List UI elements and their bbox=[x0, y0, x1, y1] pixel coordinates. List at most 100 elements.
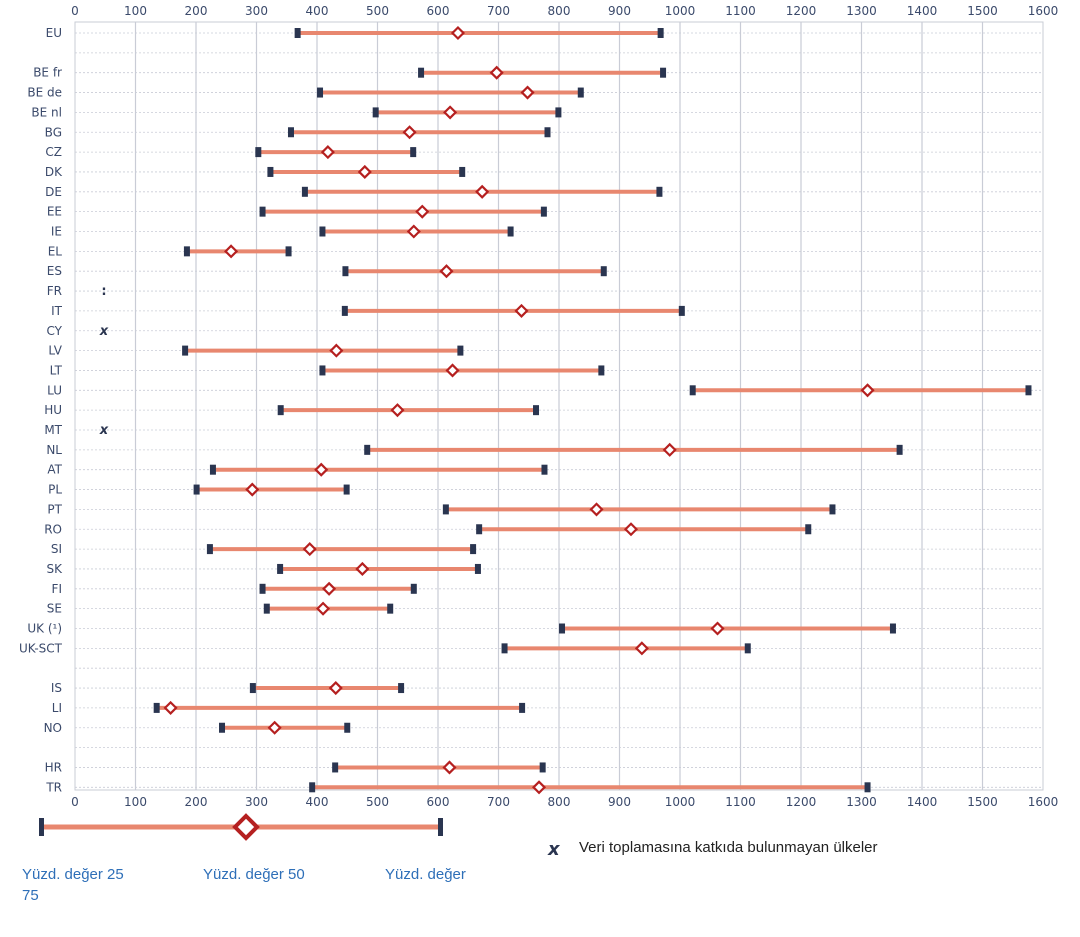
median-marker bbox=[450, 25, 466, 41]
p25-marker bbox=[193, 484, 200, 495]
p25-marker bbox=[255, 147, 262, 158]
category-label: BE nl bbox=[31, 105, 62, 119]
p75-marker bbox=[864, 782, 871, 793]
p25-marker bbox=[263, 603, 270, 614]
category-label: FR bbox=[47, 284, 62, 298]
tick-label: 1000 bbox=[665, 795, 696, 809]
bottom-axis: 0 100 200 300 400 500 600 700 800 900 1000 1100 1200… bbox=[71, 795, 1058, 809]
p25-marker bbox=[342, 266, 349, 277]
median-marker bbox=[514, 303, 529, 318]
p25-marker bbox=[277, 405, 284, 416]
p25-marker bbox=[183, 246, 190, 257]
median-marker bbox=[520, 85, 535, 100]
category-label: EE bbox=[47, 205, 62, 219]
category-label: EU bbox=[46, 26, 62, 40]
category-label: FI bbox=[52, 582, 62, 596]
median-marker bbox=[531, 780, 547, 795]
p75-marker bbox=[896, 444, 903, 455]
p75-marker bbox=[657, 28, 664, 38]
p75-marker bbox=[398, 683, 405, 694]
category-label: HR bbox=[45, 760, 62, 774]
tick-label: 1100 bbox=[725, 4, 756, 18]
tick-label: 1400 bbox=[907, 795, 938, 809]
median-marker bbox=[302, 542, 317, 557]
legend-p75-label: Yüzd. değer bbox=[385, 866, 466, 883]
legend-p75-label-cont: 75 bbox=[22, 887, 39, 904]
p75-marker bbox=[343, 484, 350, 495]
p25-marker bbox=[153, 702, 160, 713]
category-label: EL bbox=[48, 244, 63, 258]
median-marker bbox=[322, 581, 337, 596]
category-label: MT bbox=[44, 423, 62, 437]
p75-marker bbox=[474, 563, 481, 574]
category-label: PT bbox=[47, 502, 62, 516]
p25-marker bbox=[364, 444, 371, 455]
tick-label: 600 bbox=[427, 795, 450, 809]
no-data-mark: x bbox=[99, 423, 109, 438]
p25-marker bbox=[689, 385, 696, 396]
category-label: CZ bbox=[45, 145, 62, 159]
median-marker bbox=[328, 680, 343, 696]
median-marker bbox=[402, 125, 417, 140]
tick-label: 600 bbox=[427, 4, 450, 18]
median-marker bbox=[710, 621, 725, 636]
median-marker bbox=[634, 641, 649, 656]
median-marker bbox=[314, 462, 329, 477]
tick-label: 500 bbox=[366, 4, 389, 18]
no-data-mark: : bbox=[101, 284, 106, 299]
p25-marker bbox=[219, 722, 226, 733]
median-marker bbox=[357, 164, 372, 180]
p75-marker bbox=[889, 623, 896, 634]
p75-marker bbox=[678, 305, 685, 316]
tick-label: 700 bbox=[487, 795, 510, 809]
p75-marker bbox=[344, 722, 351, 733]
p25-marker bbox=[501, 643, 508, 654]
tick-label: 100 bbox=[124, 4, 147, 18]
top-axis: 0 100 200 300 400 500 600 700 800 900 1000 1100 1200… bbox=[71, 4, 1058, 18]
tick-label: 300 bbox=[245, 4, 268, 18]
category-label: HU bbox=[44, 403, 62, 417]
median-marker bbox=[439, 264, 454, 279]
p75-marker bbox=[410, 583, 417, 594]
category-labels: EU BE fr BE de BE nl BG CZ DK DE EE IE EL ES FR: IT CY… bbox=[19, 26, 109, 794]
median-marker bbox=[224, 244, 239, 259]
legend-median-marker bbox=[232, 813, 260, 841]
category-label: AT bbox=[47, 463, 62, 477]
category-label: NO bbox=[44, 721, 62, 735]
p75-marker bbox=[1025, 385, 1032, 396]
p75-marker bbox=[540, 206, 547, 217]
category-label: BE de bbox=[27, 86, 62, 100]
category-label: LU bbox=[47, 383, 62, 397]
p25-marker bbox=[287, 127, 294, 138]
p75-marker bbox=[660, 67, 667, 78]
p75-marker bbox=[470, 544, 477, 555]
category-label: PL bbox=[48, 483, 62, 497]
p25-marker bbox=[206, 544, 213, 555]
tick-label: 500 bbox=[366, 795, 389, 809]
median-marker bbox=[267, 720, 282, 735]
median-marker bbox=[245, 482, 260, 497]
category-label: SE bbox=[47, 602, 62, 616]
legend-sample bbox=[39, 813, 443, 841]
category-label: UK (¹) bbox=[27, 622, 62, 636]
category-label: BE fr bbox=[33, 66, 62, 80]
tick-label: 800 bbox=[548, 795, 571, 809]
p25-marker bbox=[277, 563, 284, 574]
tick-label: 200 bbox=[185, 4, 208, 18]
median-marker bbox=[320, 145, 335, 160]
legend-p25-label: Yüzd. değer 25 bbox=[22, 866, 124, 883]
p75-marker bbox=[577, 87, 584, 98]
p75-marker bbox=[539, 762, 546, 773]
p25-marker bbox=[442, 504, 449, 515]
p75-marker bbox=[656, 186, 663, 197]
tick-label: 1500 bbox=[967, 4, 998, 18]
median-marker bbox=[315, 601, 331, 616]
median-marker bbox=[406, 224, 421, 239]
median-marker bbox=[163, 700, 178, 715]
p25-marker bbox=[372, 107, 379, 118]
p25-marker bbox=[259, 583, 266, 594]
p75-marker bbox=[598, 365, 605, 376]
bars bbox=[153, 25, 1032, 795]
p75-marker bbox=[285, 246, 292, 257]
tick-label: 700 bbox=[487, 4, 510, 18]
